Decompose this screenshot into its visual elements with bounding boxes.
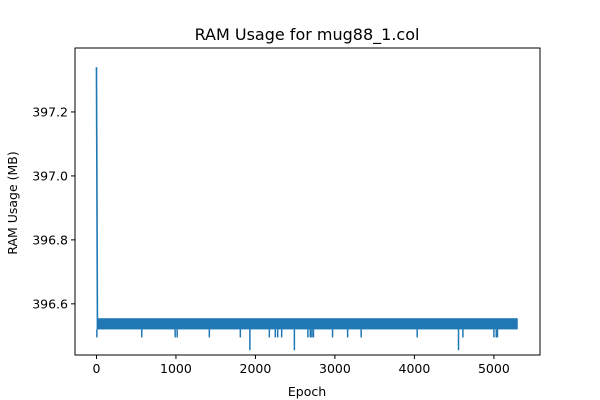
x-tick-label: 1000 — [160, 361, 192, 376]
x-tick-label: 4000 — [399, 361, 431, 376]
x-axis-label: Epoch — [288, 384, 326, 399]
x-tick-label: 0 — [92, 361, 100, 376]
x-tick-label: 3000 — [319, 361, 351, 376]
series-band — [96, 318, 518, 330]
x-axis: 0 1000 2000 3000 4000 5000 — [92, 355, 510, 376]
series-initial-spike — [95, 67, 99, 330]
y-axis: 396.6 396.8 397.0 397.2 — [32, 104, 75, 311]
x-tick-label: 2000 — [240, 361, 272, 376]
y-tick-label: 397.2 — [32, 104, 68, 119]
x-tick-label: 5000 — [478, 361, 510, 376]
chart-title: RAM Usage for mug88_1.col — [195, 25, 420, 45]
y-tick-label: 397.0 — [32, 168, 68, 183]
plot-area — [95, 67, 518, 351]
y-tick-label: 396.8 — [32, 232, 68, 247]
y-axis-label: RAM Usage (MB) — [5, 151, 20, 255]
plot-frame — [74, 47, 541, 356]
y-tick-label: 396.6 — [32, 296, 68, 311]
